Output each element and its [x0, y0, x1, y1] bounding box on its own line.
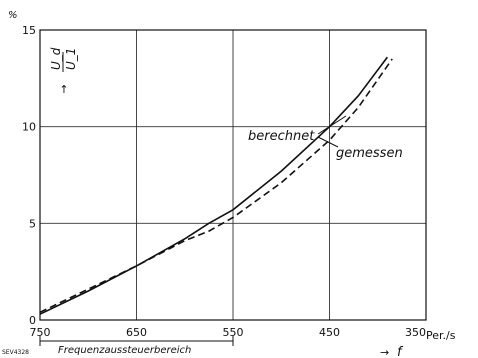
grid-lines — [39, 29, 427, 321]
plot-frame — [39, 29, 427, 321]
annotation-berechnet-leader — [317, 115, 347, 135]
y-unit-label: % — [8, 10, 18, 21]
y-tick-label-1: 5 — [29, 217, 36, 230]
x-arrow: → — [380, 346, 389, 358]
x-symbol: f — [397, 345, 404, 358]
range-label: Frequenzaussteuerbereich — [58, 345, 191, 356]
y-label-top: U_d — [49, 47, 63, 70]
x-tick-label-4: 350 — [405, 326, 426, 339]
x-tick-label-0: 750 — [30, 326, 51, 339]
annotation-gemessen: gemessen — [336, 146, 403, 161]
axes — [39, 29, 427, 321]
figure-code: SEV4328 — [2, 349, 29, 356]
annotation-berechnet: berechnet — [248, 129, 315, 144]
y-tick-label-0: 0 — [29, 314, 36, 327]
y-label-bottom: U_1 — [64, 48, 78, 70]
range-marker — [39, 336, 234, 346]
y-tick-label-2: 10 — [22, 121, 36, 134]
y-arrow: ↑ — [59, 83, 68, 96]
x-tick-label-3: 450 — [319, 326, 340, 339]
annotation-gemessen-leader — [317, 136, 339, 148]
y-tick-label-3: 15 — [22, 24, 36, 37]
tick-labels: 750 650 550 450 350 0 5 10 15 — [22, 24, 426, 339]
series-line-berechnet — [39, 56, 389, 315]
series-lines — [39, 56, 393, 315]
x-tick-label-1: 650 — [126, 326, 147, 339]
series-line-gemessen — [39, 58, 393, 314]
x-unit-label: Per./s — [426, 329, 456, 342]
x-tick-label-2: 550 — [223, 326, 244, 339]
